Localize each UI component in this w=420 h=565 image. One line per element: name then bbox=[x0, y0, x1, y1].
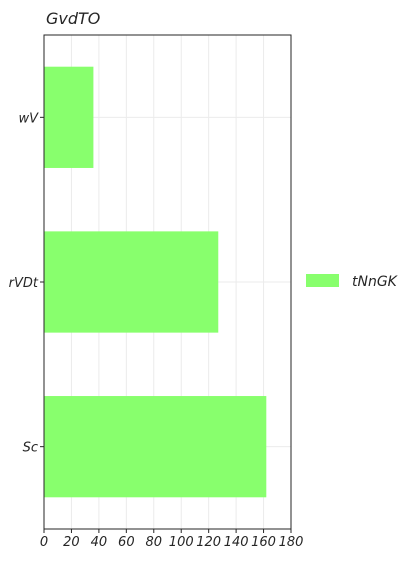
x-tick-label: 100 bbox=[169, 535, 194, 550]
legend-swatch bbox=[306, 274, 339, 287]
x-tick-label: 40 bbox=[91, 535, 108, 550]
y-tick-label: Sc bbox=[23, 441, 38, 456]
x-tick-label: 20 bbox=[63, 535, 80, 550]
legend-label: tNnGK bbox=[352, 274, 399, 290]
x-tick-label: 80 bbox=[146, 535, 163, 550]
x-tick-label: 180 bbox=[279, 535, 304, 550]
y-axis: wV rVDt Sc bbox=[9, 111, 44, 455]
legend: tNnGK bbox=[306, 274, 399, 290]
x-tick-label: 140 bbox=[224, 535, 249, 550]
x-tick-label: 120 bbox=[196, 535, 221, 550]
y-tick-label: wV bbox=[18, 111, 39, 126]
x-tick-label: 60 bbox=[118, 535, 135, 550]
bar-rVDt bbox=[44, 231, 218, 332]
bar-Sc bbox=[44, 396, 266, 497]
bar-wV bbox=[44, 67, 93, 168]
chart-title: GvdTO bbox=[46, 9, 100, 28]
y-tick-label: rVDt bbox=[9, 276, 39, 291]
x-tick-label: 160 bbox=[251, 535, 276, 550]
x-axis: 0 20 40 60 80 100 120 140 160 180 bbox=[40, 529, 304, 550]
x-tick-label: 0 bbox=[40, 535, 48, 550]
